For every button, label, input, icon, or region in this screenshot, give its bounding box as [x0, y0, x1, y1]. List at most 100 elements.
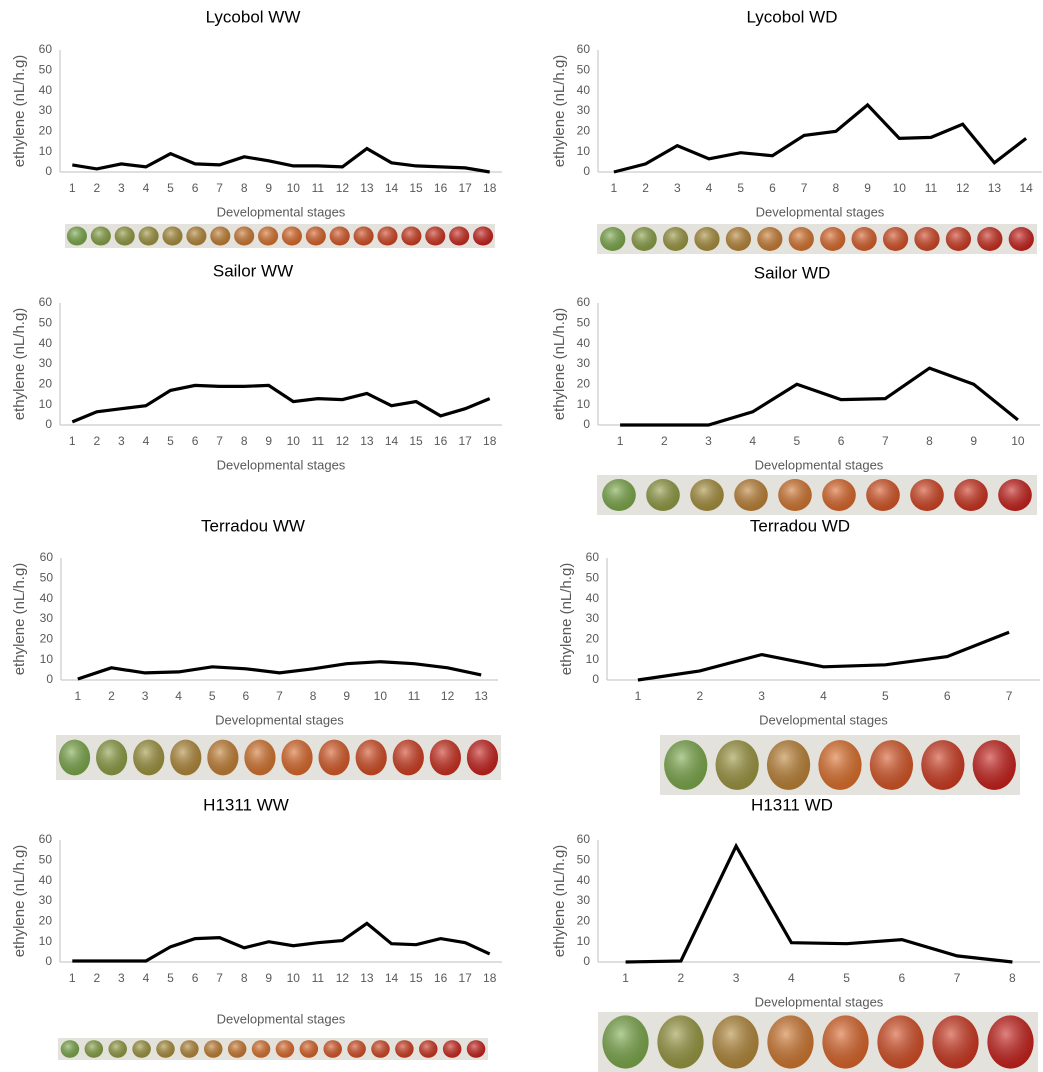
tomato-shade — [96, 739, 128, 776]
x-tick-label: 1 — [635, 689, 642, 703]
data-line — [77, 660, 482, 681]
x-tick-label: 6 — [192, 181, 199, 195]
tomato-shade — [694, 227, 720, 251]
tomato-shade — [712, 1015, 759, 1069]
tomato-shade — [281, 226, 302, 246]
tomato-shade — [473, 226, 494, 246]
y-tick-label: 30 — [577, 103, 591, 117]
y-tick-label: 0 — [45, 164, 52, 178]
tomato-shade — [442, 1040, 462, 1058]
tomato-shade — [419, 1040, 438, 1058]
tomato-shade — [227, 1040, 247, 1058]
x-tick-label: 1 — [622, 971, 629, 985]
tomato-shade — [114, 226, 135, 246]
y-tick-label: 20 — [586, 632, 600, 646]
x-tick-label: 14 — [385, 434, 399, 448]
tomato-shade — [425, 226, 446, 246]
x-tick-label: 6 — [192, 971, 199, 985]
x-tick-label: 9 — [864, 181, 871, 195]
y-tick-label: 10 — [577, 144, 591, 158]
x-tick-label: 4 — [175, 689, 182, 703]
x-tick-label: 15 — [409, 434, 423, 448]
tomato-shade — [954, 479, 988, 511]
tomato-shade — [998, 479, 1032, 511]
y-tick-label: 0 — [45, 417, 52, 431]
x-tick-label: 12 — [956, 181, 970, 195]
x-tick-label: 3 — [142, 689, 149, 703]
x-axis-label: Developmental stages — [217, 1011, 346, 1026]
y-tick-label: 30 — [577, 356, 591, 370]
y-tick-label: 40 — [39, 873, 53, 887]
y-axis-label: ethylene (nL/h.g) — [558, 563, 575, 676]
tomato-shade — [305, 226, 326, 246]
x-tick-label: 2 — [661, 434, 668, 448]
chart-panel: H1311 WW 0 10 20 30 40 50 60 ethylene (nL/h.g) De… — [11, 795, 502, 1060]
tomato-shade — [631, 227, 657, 251]
tomato-shade — [602, 1015, 649, 1069]
y-tick-label: 60 — [577, 295, 591, 309]
x-tick-label: 6 — [192, 434, 199, 448]
y-tick-label: 20 — [40, 632, 54, 646]
y-tick-label: 60 — [39, 832, 53, 846]
y-tick-label: 50 — [577, 316, 591, 330]
y-tick-label: 0 — [583, 954, 590, 968]
chart-title: Lycobol WD — [746, 7, 837, 26]
tomato-shade — [972, 740, 1016, 790]
x-tick-label: 3 — [733, 971, 740, 985]
x-tick-label: 5 — [167, 971, 174, 985]
x-tick-label: 5 — [882, 689, 889, 703]
y-axis-label: ethylene (nL/h.g) — [551, 845, 568, 958]
fruit-photo-strip — [56, 735, 501, 780]
tomato-shade — [186, 226, 207, 246]
tomato-shade — [664, 740, 708, 790]
tomato-shade — [180, 1040, 199, 1058]
fruit-photo-strip — [58, 1038, 488, 1060]
tomato-shade — [987, 1015, 1034, 1069]
tomato-shade — [234, 226, 255, 246]
x-axis-label: Developmental stages — [759, 712, 888, 727]
y-tick-label: 50 — [586, 571, 600, 585]
x-tick-label: 6 — [899, 971, 906, 985]
x-tick-label: 13 — [475, 689, 489, 703]
x-tick-label: 6 — [838, 434, 845, 448]
tomato-shade — [60, 1040, 80, 1058]
y-tick-label: 30 — [39, 893, 53, 907]
tomato-shade — [820, 227, 846, 251]
y-tick-label: 40 — [586, 591, 600, 605]
x-tick-label: 4 — [788, 971, 795, 985]
fruit-photo-strip — [597, 475, 1037, 515]
y-tick-label: 0 — [583, 417, 590, 431]
tomato-shade — [162, 226, 183, 246]
tomato-shade — [945, 227, 972, 251]
y-tick-label: 50 — [577, 853, 591, 867]
tomato-shade — [449, 226, 470, 246]
chart-title: H1311 WD — [751, 795, 833, 814]
x-tick-label: 7 — [276, 689, 283, 703]
x-tick-label: 8 — [1009, 971, 1016, 985]
y-tick-label: 50 — [39, 63, 53, 77]
x-tick-label: 6 — [243, 689, 250, 703]
y-tick-label: 10 — [40, 652, 54, 666]
y-tick-label: 40 — [577, 83, 591, 97]
tomato-shade — [818, 740, 862, 790]
x-tick-label: 1 — [69, 434, 76, 448]
tomato-shade — [882, 227, 909, 251]
x-tick-label: 11 — [312, 971, 325, 985]
chart-title: Terradou WW — [201, 516, 305, 535]
tomato-shade — [133, 739, 165, 776]
x-tick-label: 2 — [696, 689, 703, 703]
data-line — [72, 146, 490, 174]
x-tick-label: 18 — [483, 971, 497, 985]
x-tick-label: 10 — [374, 689, 388, 703]
fruit-photo-strip — [597, 224, 1037, 254]
chart-panel: Sailor WW 0 10 20 30 40 50 60 ethylene (nL/h.g) D… — [11, 261, 502, 472]
x-tick-label: 8 — [926, 434, 933, 448]
tomato-shade — [251, 1040, 271, 1058]
x-tick-label: 5 — [167, 434, 174, 448]
x-tick-label: 7 — [216, 971, 223, 985]
y-axis-label: ethylene (nL/h.g) — [11, 308, 28, 421]
tomato-shade — [281, 739, 313, 776]
tomato-shade — [932, 1015, 979, 1069]
data-line — [72, 921, 491, 963]
